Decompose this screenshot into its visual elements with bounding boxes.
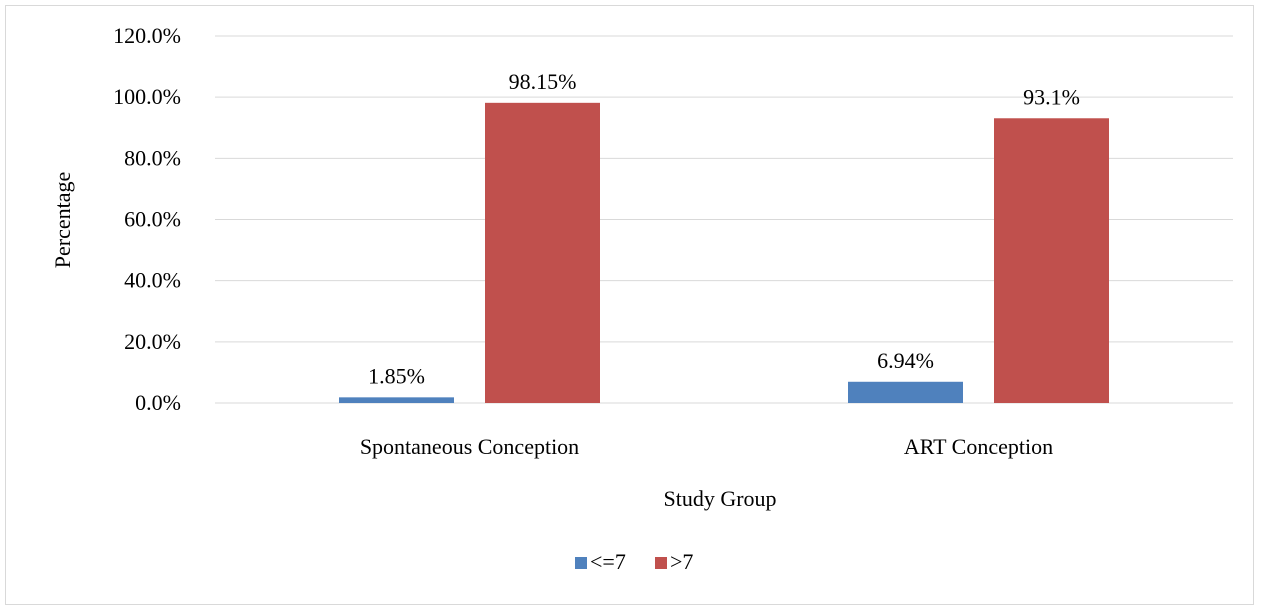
- y-axis-title: Percentage: [50, 172, 75, 269]
- y-tick-label: 60.0%: [124, 207, 181, 232]
- bar: [485, 102, 600, 403]
- bar: [339, 397, 454, 403]
- y-tick-label: 80.0%: [124, 145, 181, 170]
- bars: [339, 102, 1109, 403]
- x-axis-title: Study Group: [663, 486, 776, 511]
- data-label: 1.85%: [368, 363, 425, 388]
- legend-swatch: [655, 557, 667, 569]
- legend-swatch: [575, 557, 587, 569]
- y-tick-label: 0.0%: [135, 390, 181, 415]
- data-labels: 1.85% 98.15% 6.94% 93.1%: [368, 69, 1080, 389]
- x-tick-label: Spontaneous Conception: [360, 434, 579, 459]
- y-axis-ticks: 0.0% 20.0% 40.0% 60.0% 80.0% 100.0% 120.0%: [113, 23, 181, 415]
- y-tick-label: 20.0%: [124, 329, 181, 354]
- bar: [994, 118, 1109, 403]
- legend-label: <=7: [590, 549, 626, 574]
- y-tick-label: 120.0%: [113, 23, 181, 48]
- y-tick-label: 100.0%: [113, 84, 181, 109]
- bar: [848, 381, 963, 403]
- legend: <=7 >7: [575, 549, 693, 574]
- legend-label: >7: [670, 549, 693, 574]
- x-axis-ticks: Spontaneous Conception ART Conception: [360, 434, 1053, 459]
- data-label: 98.15%: [509, 69, 577, 94]
- data-label: 6.94%: [877, 348, 934, 373]
- x-tick-label: ART Conception: [904, 434, 1053, 459]
- data-label: 93.1%: [1023, 84, 1080, 109]
- y-tick-label: 40.0%: [124, 268, 181, 293]
